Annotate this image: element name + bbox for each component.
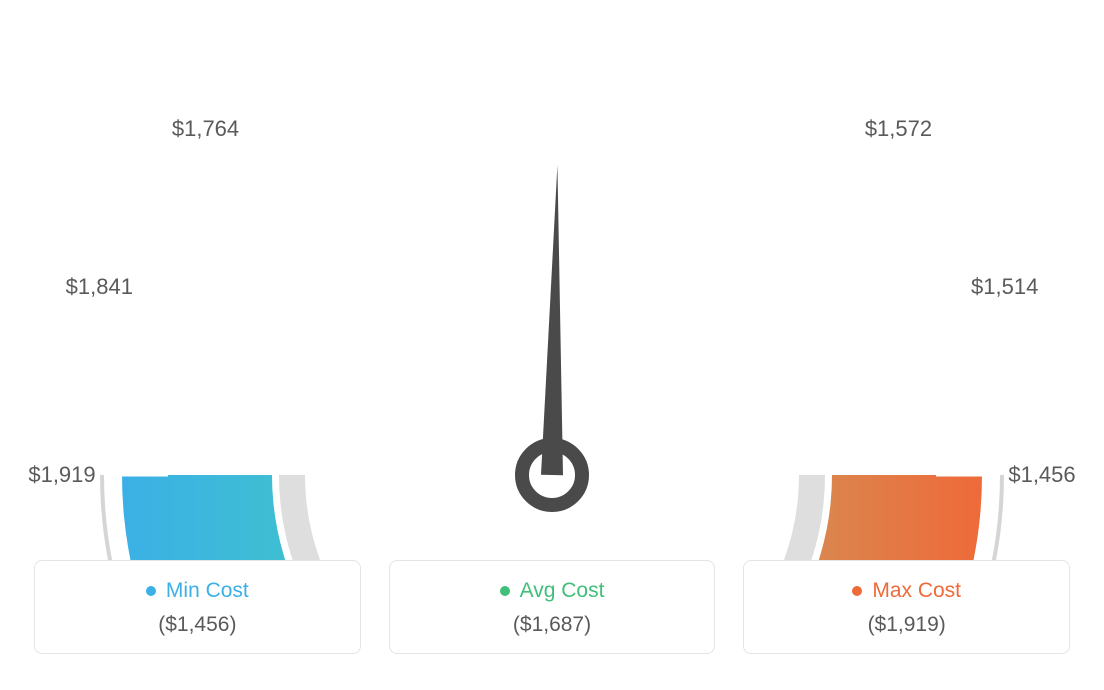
gauge-tick <box>441 60 448 87</box>
legend-value-max: ($1,919) <box>754 613 1059 637</box>
gauge-tick <box>871 213 893 230</box>
legend-card-max: Max Cost ($1,919) <box>743 560 1070 654</box>
legend-title-row: Min Cost <box>45 579 350 603</box>
gauge-tick <box>155 310 197 328</box>
gauge-tick <box>951 419 979 423</box>
legend-dot-min <box>146 586 156 596</box>
gauge-tick <box>126 419 154 423</box>
legend-title-max: Max Cost <box>872 579 961 603</box>
gauge-tick <box>753 103 767 127</box>
legend-row: Min Cost ($1,456) Avg Cost ($1,687) Max … <box>0 560 1104 654</box>
legend-card-min: Min Cost ($1,456) <box>34 560 361 654</box>
legend-dot-avg <box>500 586 510 596</box>
inner-ring <box>292 475 812 560</box>
gauge-tick <box>211 213 233 230</box>
gauge-tick <box>940 364 967 371</box>
legend-card-avg: Avg Cost ($1,687) <box>389 560 716 654</box>
legend-title-row: Max Cost <box>754 579 1059 603</box>
gauge-container: $1,456$1,514$1,572$1,687$1,764$1,841$1,9… <box>0 0 1104 560</box>
gauge-tick <box>656 60 663 87</box>
gauge-tick-label: $1,572 <box>865 116 932 142</box>
gauge-tick-label: $1,456 <box>1008 462 1075 488</box>
legend-value-min: ($1,456) <box>45 613 350 637</box>
gauge-arc <box>122 475 982 560</box>
gauge-tick-label: $1,764 <box>172 116 239 142</box>
gauge-tick <box>180 260 204 274</box>
gauge-tick <box>900 260 924 274</box>
legend-title-row: Avg Cost <box>400 579 705 603</box>
gauge-needle <box>541 165 563 475</box>
gauge-tick-label: $1,514 <box>971 274 1038 300</box>
gauge-tick-label: $1,919 <box>28 462 95 488</box>
gauge-svg <box>0 0 1104 560</box>
legend-title-min: Min Cost <box>166 579 249 603</box>
gauge-tick <box>137 364 164 371</box>
gauge-tick <box>907 310 949 328</box>
legend-title-avg: Avg Cost <box>520 579 605 603</box>
legend-dot-max <box>852 586 862 596</box>
legend-value-avg: ($1,687) <box>400 613 705 637</box>
gauge-tick <box>248 171 281 204</box>
gauge-tick <box>824 171 857 204</box>
gauge-tick <box>337 103 351 127</box>
gauge-tick-label: $1,841 <box>66 274 133 300</box>
